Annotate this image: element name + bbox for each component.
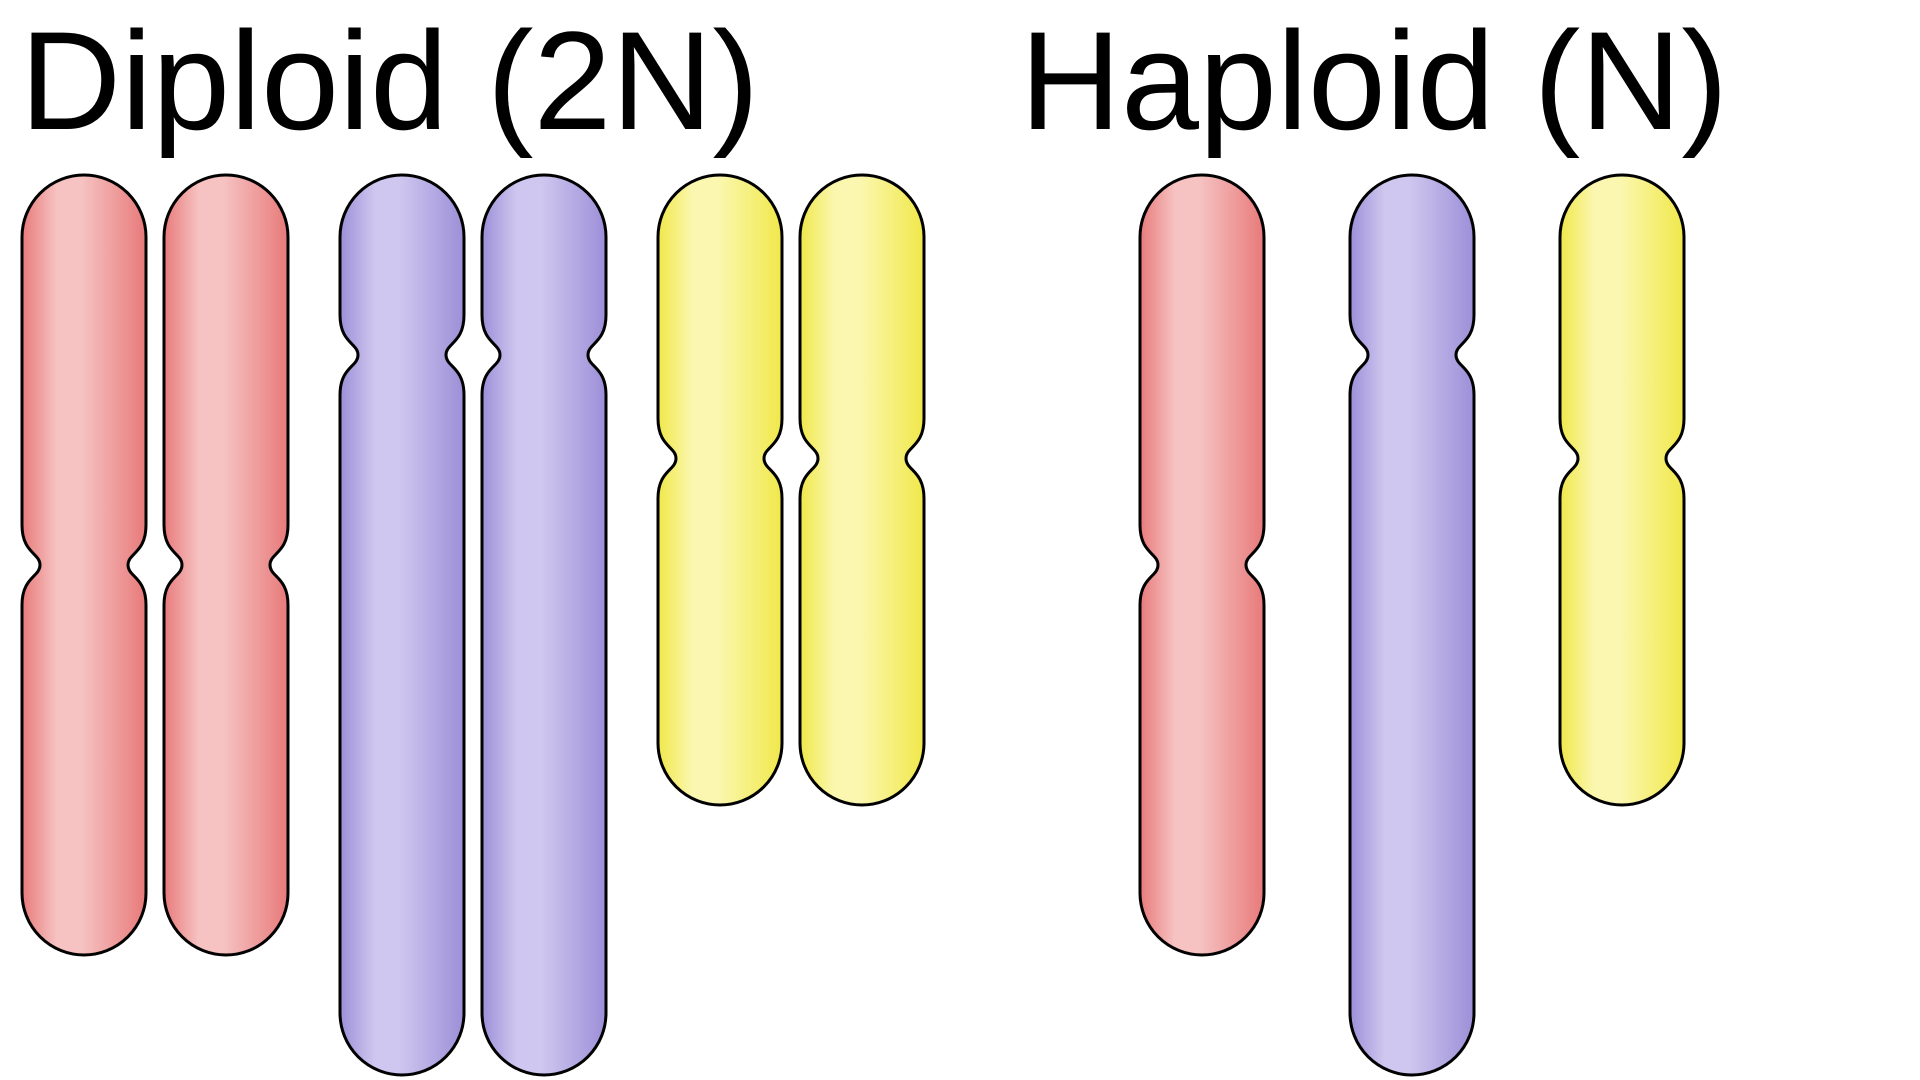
diploid-red-1	[22, 175, 146, 955]
diploid-title: Diploid (2N)	[20, 0, 759, 162]
diploid-yellow-1	[658, 175, 782, 805]
diploid-red-2	[164, 175, 288, 955]
diploid-purple-2	[482, 175, 606, 1075]
haploid-purple	[1350, 175, 1474, 1075]
diagram-root: { "canvas": { "width": 1920, "height": 1…	[0, 0, 1920, 1080]
diploid-purple-1	[340, 175, 464, 1075]
haploid-title: Haploid (N)	[1020, 0, 1728, 162]
haploid-yellow	[1560, 175, 1684, 805]
diploid-yellow-2	[800, 175, 924, 805]
haploid-red	[1140, 175, 1264, 955]
